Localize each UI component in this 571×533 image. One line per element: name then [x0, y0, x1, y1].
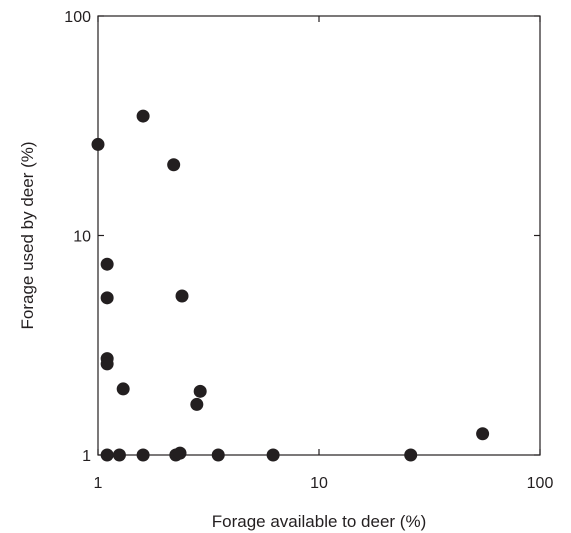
- x-axis-title: Forage available to deer (%): [212, 512, 427, 531]
- data-point: [404, 448, 418, 462]
- data-point: [266, 448, 280, 462]
- axis-ticks: [97, 15, 541, 456]
- data-point: [100, 257, 114, 271]
- x-tick-label: 1: [94, 475, 103, 492]
- y-tick-label: 10: [73, 229, 91, 246]
- data-point: [476, 427, 490, 441]
- tick-labels: 1 10 100 1 10 100: [64, 9, 553, 492]
- data-point: [100, 448, 114, 462]
- data-point: [193, 384, 207, 398]
- y-axis-title: Forage used by deer (%): [18, 141, 37, 329]
- y-tick-label: 100: [64, 9, 91, 26]
- data-point: [100, 357, 114, 371]
- data-point: [91, 137, 105, 151]
- x-tick-label: 100: [527, 475, 554, 492]
- data-point: [112, 448, 126, 462]
- data-point: [116, 382, 130, 396]
- y-tick-label: 1: [82, 448, 91, 465]
- data-point: [167, 158, 181, 172]
- data-point: [173, 446, 187, 460]
- data-points: [91, 109, 490, 462]
- data-point: [136, 448, 150, 462]
- data-point: [190, 397, 204, 411]
- x-tick-label: 10: [310, 475, 328, 492]
- data-point: [175, 289, 189, 303]
- plot-frame: [97, 15, 541, 456]
- data-point: [211, 448, 225, 462]
- data-point: [100, 291, 114, 305]
- data-point: [136, 109, 150, 123]
